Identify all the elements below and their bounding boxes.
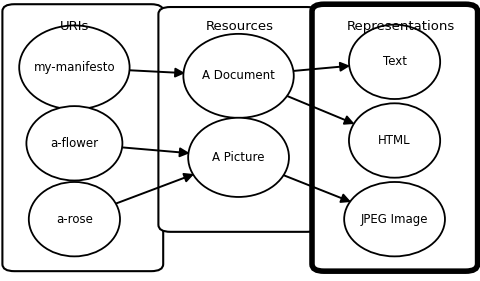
Ellipse shape [344,182,445,256]
Text: my-manifesto: my-manifesto [34,61,115,74]
FancyBboxPatch shape [312,4,478,271]
Text: Resources: Resources [206,20,274,33]
Ellipse shape [29,182,120,256]
Text: HTML: HTML [378,134,411,147]
Ellipse shape [188,118,289,197]
Text: A Picture: A Picture [212,151,265,164]
FancyBboxPatch shape [2,4,163,271]
Text: a-rose: a-rose [56,213,93,226]
Text: URIs: URIs [60,20,89,33]
Ellipse shape [26,106,122,180]
Ellipse shape [349,25,440,99]
Text: a-flower: a-flower [50,137,98,150]
Ellipse shape [349,103,440,178]
Text: Text: Text [383,55,407,68]
Text: JPEG Image: JPEG Image [361,213,428,226]
Text: Representations: Representations [347,20,455,33]
FancyBboxPatch shape [158,7,319,232]
Ellipse shape [183,34,294,118]
Text: A Document: A Document [202,69,275,82]
Ellipse shape [19,26,130,109]
